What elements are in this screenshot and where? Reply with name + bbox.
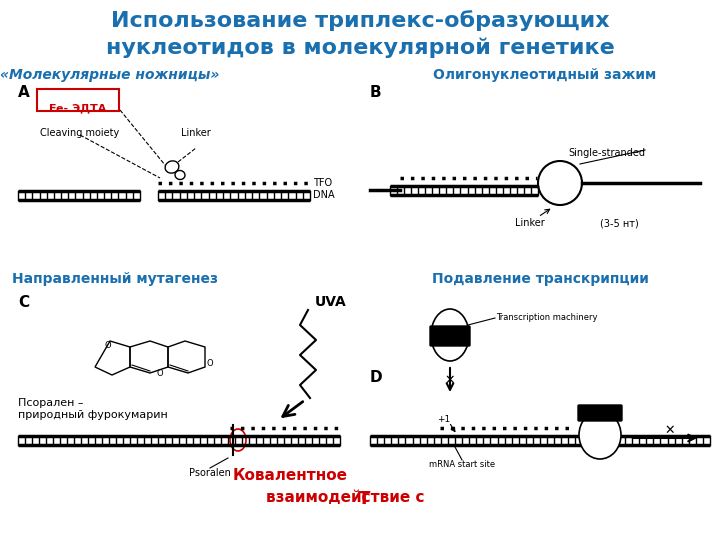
- Ellipse shape: [579, 411, 621, 459]
- Text: B: B: [370, 85, 382, 100]
- Text: (3-5 нт): (3-5 нт): [600, 218, 639, 228]
- FancyBboxPatch shape: [37, 89, 119, 111]
- Text: Psoralen: Psoralen: [189, 468, 231, 478]
- Text: взаимодействие с: взаимодействие с: [266, 490, 430, 505]
- Text: DNA: DNA: [313, 190, 335, 200]
- Text: Использование триплекс-образующих: Использование триплекс-образующих: [111, 10, 609, 31]
- Text: Псорален –
природный фурокумарин: Псорален – природный фурокумарин: [18, 398, 168, 420]
- Text: O: O: [104, 341, 112, 349]
- Text: O: O: [157, 368, 163, 377]
- Text: D: D: [370, 370, 382, 385]
- Ellipse shape: [431, 309, 469, 361]
- Text: ✕: ✕: [445, 374, 455, 387]
- Text: Т: Т: [358, 490, 370, 508]
- Text: mRNA start site: mRNA start site: [429, 460, 495, 469]
- Text: Linker: Linker: [181, 128, 211, 138]
- FancyBboxPatch shape: [578, 405, 622, 421]
- Text: C: C: [18, 295, 29, 310]
- Text: Подавление транскрипции: Подавление транскрипции: [431, 272, 649, 286]
- Text: Cleaving moiety: Cleaving moiety: [40, 128, 120, 138]
- Text: UVA: UVA: [315, 295, 347, 309]
- Text: Олигонуклеотидный зажим: Олигонуклеотидный зажим: [433, 68, 657, 82]
- Text: ✕: ✕: [665, 423, 675, 436]
- Text: «Молекулярные ножницы»: «Молекулярные ножницы»: [0, 68, 220, 82]
- Text: +1: +1: [437, 415, 451, 424]
- Text: Направленный мутагенез: Направленный мутагенез: [12, 272, 218, 286]
- Text: Transcription machinery: Transcription machinery: [496, 314, 598, 322]
- Text: Ковалентное: Ковалентное: [233, 468, 348, 483]
- Text: Fe- ЭДТА: Fe- ЭДТА: [49, 103, 107, 113]
- Text: TFO: TFO: [313, 178, 332, 188]
- Text: Linker: Linker: [515, 218, 545, 228]
- Text: A: A: [18, 85, 30, 100]
- Text: нуклеотидов в молекулярной генетике: нуклеотидов в молекулярной генетике: [106, 38, 614, 58]
- Text: Single-stranded: Single-stranded: [568, 148, 645, 158]
- Text: O: O: [207, 359, 213, 368]
- FancyBboxPatch shape: [430, 326, 470, 346]
